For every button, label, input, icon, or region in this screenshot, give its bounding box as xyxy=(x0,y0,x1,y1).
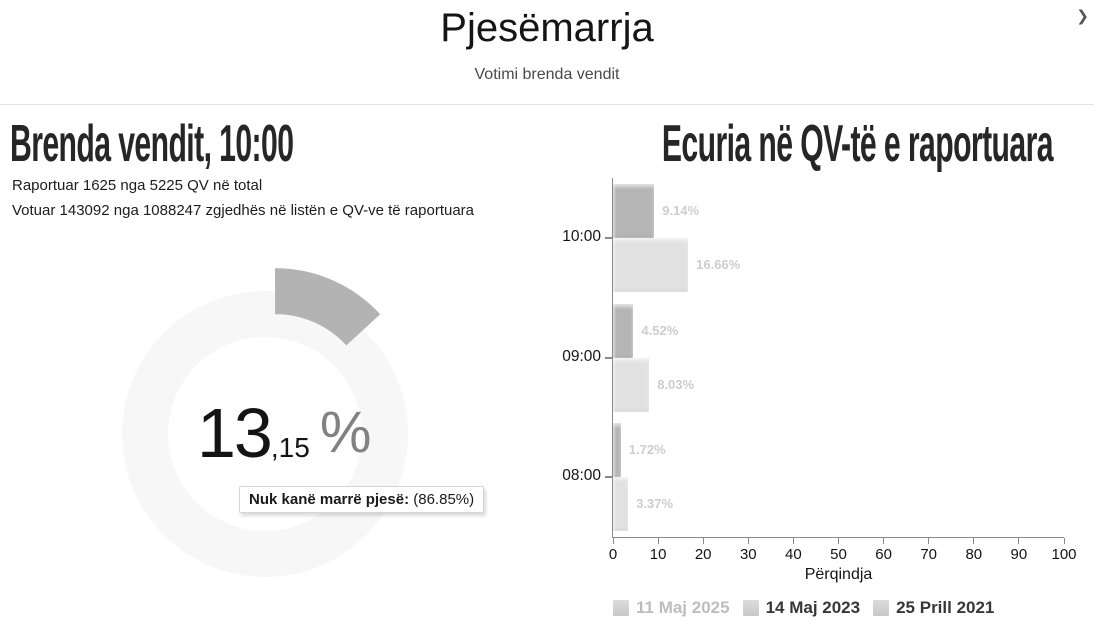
y-tick xyxy=(605,356,613,359)
bar-14-maj-2023-10:00[interactable] xyxy=(613,183,655,238)
stat-voted: Votuar 143092 nga 1088247 zgjedhës në li… xyxy=(12,202,475,219)
bar-14-maj-2023-09:00[interactable] xyxy=(613,303,634,358)
legend-item-25-prill-2021[interactable]: 25 Prill 2021 xyxy=(873,598,994,618)
x-tick-label: 10 xyxy=(649,546,667,563)
header-divider xyxy=(0,104,1094,105)
x-tick-label: 30 xyxy=(739,546,757,563)
legend-item-11-maj-2025[interactable]: 11 Maj 2025 xyxy=(613,598,730,618)
turnout-percentage-int: 13 xyxy=(197,394,273,472)
turnout-percentage-dec: ,15 xyxy=(270,432,310,463)
x-tick-label: 60 xyxy=(875,546,892,563)
x-tick xyxy=(702,538,704,544)
donut-slice-turnout[interactable] xyxy=(275,268,381,346)
x-tick-label: 0 xyxy=(608,546,618,563)
x-tick-label: 80 xyxy=(965,546,983,563)
x-tick xyxy=(838,538,839,544)
bar-value-label: 1.72% xyxy=(628,442,666,458)
right-section-title: Ecuria në QV-të e raportuara xyxy=(661,115,1054,173)
y-tick-label: 10:00 xyxy=(562,227,601,245)
donut-tooltip-label: Nuk kanë marrë pjesë: xyxy=(249,491,410,508)
y-tick xyxy=(605,236,613,239)
legend-label: 14 Maj 2023 xyxy=(765,598,861,617)
x-tick xyxy=(883,538,885,544)
x-tick xyxy=(973,538,975,544)
page-subtitle: Votimi brenda vendit xyxy=(474,66,620,83)
next-arrow-icon[interactable]: ❯ xyxy=(1076,8,1089,25)
x-tick xyxy=(1018,538,1020,544)
legend-label: 25 Prill 2021 xyxy=(896,598,995,617)
x-tick xyxy=(657,538,659,544)
x-axis-title: Përqindja xyxy=(804,566,873,583)
y-tick xyxy=(605,476,613,479)
left-section-title: Brenda vendit, 10:00 xyxy=(10,115,294,173)
x-tick xyxy=(928,538,930,544)
bar-25-prill-2021-09:00[interactable] xyxy=(613,357,650,412)
x-tick-label: 90 xyxy=(1010,546,1028,563)
x-tick-label: 20 xyxy=(694,546,712,563)
legend-swatch-icon xyxy=(873,600,890,616)
bar-25-prill-2021-08:00[interactable] xyxy=(613,477,629,532)
x-tick xyxy=(612,538,614,544)
legend-swatch-icon xyxy=(613,600,629,616)
legend-item-14-maj-2023[interactable]: 14 Maj 2023 xyxy=(742,598,861,618)
chart-legend: 11 Maj 2025 14 Maj 2023 25 Prill 2021 xyxy=(613,598,994,618)
progress-bar-chart: Përqindja 10:00 9.14% 16.66% 09:00 4.52% 8.03… xyxy=(562,178,1077,583)
donut-ring-remainder[interactable] xyxy=(122,291,408,577)
x-tick-label: 70 xyxy=(920,546,938,563)
x-tick xyxy=(792,538,794,544)
bar-value-label: 9.14% xyxy=(662,202,700,218)
bar-25-prill-2021-10:00[interactable] xyxy=(613,237,689,292)
legend-label: 11 Maj 2025 xyxy=(636,598,730,617)
bar-value-label: 4.52% xyxy=(641,322,679,338)
turnout-donut-chart[interactable] xyxy=(95,255,495,600)
legend-swatch-icon xyxy=(742,600,759,616)
y-tick-label: 09:00 xyxy=(562,347,601,365)
stat-reported: Raportuar 1625 nga 5225 QV në total xyxy=(12,177,263,194)
turnout-percentage: 13 ,15 % xyxy=(197,398,371,468)
y-tick-label: 08:00 xyxy=(562,467,601,485)
bar-value-label: 16.66% xyxy=(696,256,741,272)
percent-sign: % xyxy=(319,400,372,465)
x-tick-label: 100 xyxy=(1051,546,1077,563)
page-title: Pjesëmarrja xyxy=(440,6,654,50)
x-tick xyxy=(747,538,749,544)
donut-tooltip: Nuk kanë marrë pjesë: (86.85%) xyxy=(239,486,485,513)
bar-14-maj-2023-08:00[interactable] xyxy=(613,423,621,478)
donut-tooltip-value: (86.85%) xyxy=(413,491,475,508)
x-tick-label: 50 xyxy=(830,546,847,563)
x-tick-label: 40 xyxy=(785,546,802,563)
bar-value-label: 3.37% xyxy=(636,496,674,512)
bar-value-label: 8.03% xyxy=(657,376,695,392)
x-tick xyxy=(1063,538,1065,544)
